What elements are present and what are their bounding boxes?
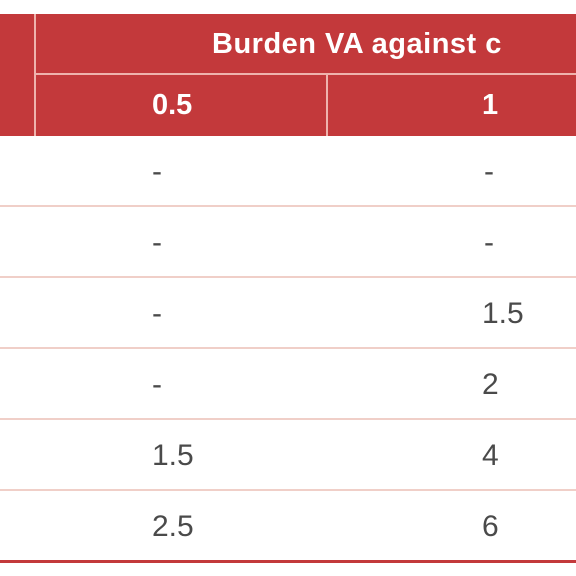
table-cell: - [484,226,494,259]
table-header: Burden VA against c 0.5 1 [0,14,576,136]
header-corner-cell [0,14,36,136]
table-cell: - [152,297,162,330]
table-row: - 2 [0,349,576,420]
table-cell: 6 [482,510,499,543]
table-cell: 1.5 [482,297,524,330]
table-cell: - [152,226,162,259]
table-row: 1.5 4 [0,420,576,491]
table-cell: 1.5 [152,439,194,472]
table-cell: - [152,155,162,188]
table-row: - 1.5 [0,278,576,349]
table-cell: 4 [482,439,499,472]
table-body: - - - - - 1.5 - 2 1.5 4 2.5 6 [0,136,576,563]
header-column-2: 1 [482,89,499,121]
table-row: - - [0,136,576,207]
table-cell: - [484,155,494,188]
table-cell: 2 [482,368,499,401]
header-column-1: 0.5 [36,75,328,136]
table-row: 2.5 6 [0,491,576,563]
table-cell: 2.5 [152,510,194,543]
table-cell: - [152,368,162,401]
header-group-label: Burden VA against c [212,28,502,60]
table-row: - - [0,207,576,278]
header-group-cell: Burden VA against c [36,14,576,75]
